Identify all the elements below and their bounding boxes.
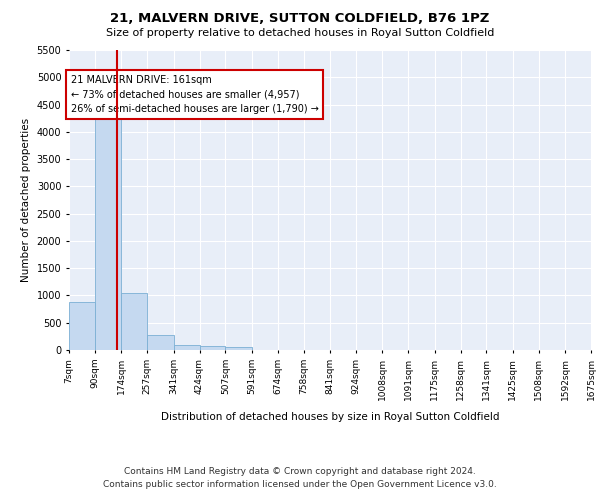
Text: Distribution of detached houses by size in Royal Sutton Coldfield: Distribution of detached houses by size … bbox=[161, 412, 499, 422]
Text: Size of property relative to detached houses in Royal Sutton Coldfield: Size of property relative to detached ho… bbox=[106, 28, 494, 38]
Y-axis label: Number of detached properties: Number of detached properties bbox=[21, 118, 31, 282]
Bar bbox=[121, 292, 147, 350]
Text: Contains HM Land Registry data © Crown copyright and database right 2024.: Contains HM Land Registry data © Crown c… bbox=[124, 468, 476, 476]
Bar bbox=[95, 104, 121, 350]
Bar bbox=[199, 346, 226, 350]
Text: 21, MALVERN DRIVE, SUTTON COLDFIELD, B76 1PZ: 21, MALVERN DRIVE, SUTTON COLDFIELD, B76… bbox=[110, 12, 490, 26]
Bar bbox=[147, 335, 173, 350]
Bar bbox=[69, 302, 95, 350]
Text: 21 MALVERN DRIVE: 161sqm
← 73% of detached houses are smaller (4,957)
26% of sem: 21 MALVERN DRIVE: 161sqm ← 73% of detach… bbox=[71, 74, 319, 114]
Bar bbox=[226, 348, 252, 350]
Text: Contains public sector information licensed under the Open Government Licence v3: Contains public sector information licen… bbox=[103, 480, 497, 489]
Bar bbox=[173, 345, 200, 350]
